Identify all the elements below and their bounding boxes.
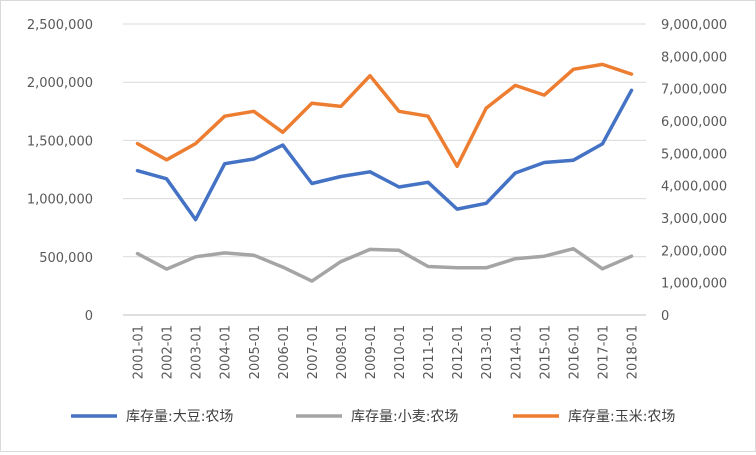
x-tick-label: 2003-01: [190, 325, 205, 379]
x-tick-label: 2002-01: [161, 325, 176, 379]
right-tick-label: 0: [661, 309, 669, 324]
left-tick-label: 500,000: [39, 251, 93, 266]
series-lines: [135, 62, 634, 283]
gridlines: [123, 23, 646, 316]
right-tick-label: 4,000,000: [661, 180, 727, 195]
x-tick-label: 2015-01: [538, 325, 553, 379]
legend-label: 库存量:小麦:农场: [351, 409, 458, 425]
legend-label: 库存量:玉米:农场: [568, 409, 675, 425]
x-tick-label: 2011-01: [422, 325, 437, 379]
right-tick-label: 6,000,000: [661, 115, 727, 130]
x-tick-label: 2009-01: [364, 325, 379, 379]
left-tick-label: 0: [85, 309, 93, 324]
x-tick-label: 2013-01: [480, 325, 495, 379]
right-tick-label: 2,000,000: [661, 244, 727, 259]
series-line-0: [135, 88, 634, 222]
left-tick-label: 1,000,000: [27, 193, 93, 208]
right-tick-label: 8,000,000: [661, 50, 727, 65]
x-tick-label: 2018-01: [625, 325, 640, 379]
right-tick-label: 3,000,000: [661, 212, 727, 227]
x-tick-label: 2004-01: [219, 325, 234, 379]
series-line-2: [135, 62, 634, 169]
x-tick-label: 2010-01: [393, 325, 408, 379]
left-tick-label: 2,000,000: [27, 76, 93, 91]
x-tick-label: 2006-01: [277, 325, 292, 379]
x-tick-label: 2007-01: [306, 325, 321, 379]
right-tick-label: 5,000,000: [661, 147, 727, 162]
x-tick-label: 2008-01: [335, 325, 350, 379]
right-tick-label: 9,000,000: [661, 18, 727, 33]
right-tick-label: 7,000,000: [661, 83, 727, 98]
left-tick-label: 2,500,000: [27, 18, 93, 33]
legend-label: 库存量:大豆:农场: [126, 409, 233, 425]
series-line-1: [135, 246, 634, 283]
x-axis: 2001-01 2002-01 2003-01 2004-01 2005-01 2006-…: [132, 325, 641, 379]
x-tick-label: 2017-01: [596, 325, 611, 379]
left-y-axis: 0 500,000 1,000,000 1,500,000 2,000,000 2,500…: [27, 18, 93, 324]
left-tick-label: 1,500,000: [27, 134, 93, 149]
x-tick-label: 2001-01: [132, 325, 147, 379]
legend: 库存量:大豆:农场 库存量:小麦:农场 库存量:玉米:农场: [71, 409, 675, 425]
x-tick-label: 2005-01: [248, 325, 263, 379]
x-tick-label: 2014-01: [509, 325, 524, 379]
right-tick-label: 1,000,000: [661, 277, 727, 292]
x-tick-label: 2012-01: [451, 325, 466, 379]
x-tick-label: 2016-01: [567, 325, 582, 379]
right-y-axis: 0 1,000,000 2,000,000 3,000,000 4,000,000 5,0…: [661, 18, 727, 324]
